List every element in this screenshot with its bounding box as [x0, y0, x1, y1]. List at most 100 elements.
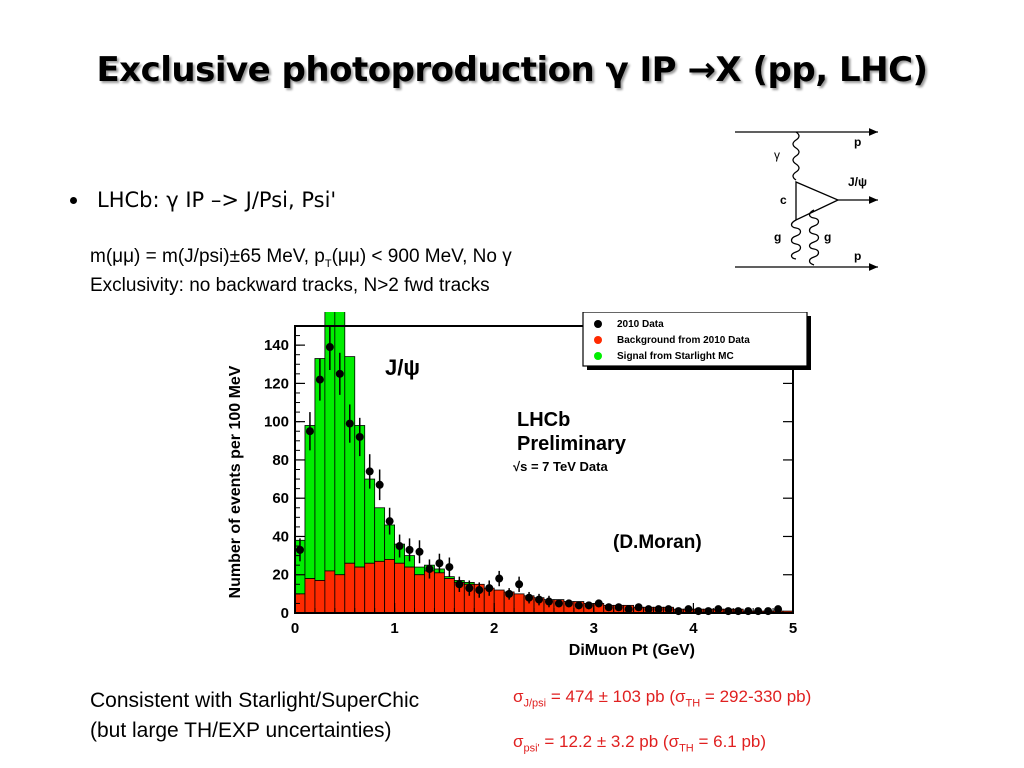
data-point — [445, 563, 454, 572]
slide-title: Exclusive photoproduction γ IP →X (pp, L… — [96, 50, 928, 90]
data-point — [634, 603, 643, 612]
bullet-dot-icon — [70, 197, 77, 204]
background-bar — [344, 562, 356, 614]
gluon-right-line — [808, 209, 820, 266]
data-point — [295, 545, 304, 554]
data-point — [684, 605, 693, 614]
data-point — [455, 580, 464, 589]
chart-title: J/ψ — [385, 355, 420, 380]
bullet-text: LHCb: γ IP –> J/Psi, Psi' — [97, 188, 337, 212]
background-bar — [394, 562, 405, 614]
sigma-jpsi-th-symbol: σ — [675, 687, 686, 706]
y-axis-label: Number of events per 100 MeV — [227, 365, 244, 598]
signal-bar — [344, 356, 356, 564]
data-point — [535, 595, 544, 604]
data-point — [574, 601, 583, 610]
cut-line-1-part-b: (μμ) < 900 MeV, No γ — [331, 246, 512, 267]
charm-loop — [795, 181, 840, 222]
data-point — [425, 564, 434, 573]
background-bar — [513, 593, 525, 614]
y-tick-label: 0 — [281, 605, 289, 622]
data-point — [714, 605, 723, 614]
diagram-label-jpsi: J/ψ — [848, 175, 867, 189]
y-tick-label: 80 — [272, 452, 289, 469]
consistent-line-1: Consistent with Starlight/SuperChic — [90, 689, 420, 712]
background-bar — [434, 572, 445, 614]
data-point — [415, 547, 424, 556]
signal-bar — [364, 478, 376, 564]
annotation-energy: √s = 7 TeV Data — [513, 459, 608, 474]
background-bar — [414, 574, 425, 614]
legend-entry-background: Background from 2010 Data — [617, 335, 750, 346]
background-bar — [374, 560, 386, 614]
legend-marker-signal — [594, 352, 602, 360]
x-tick-label: 1 — [390, 620, 398, 637]
sigma-jpsi-value: = 474 ± 103 pb ( — [546, 687, 676, 706]
y-tick-label: 140 — [264, 337, 289, 354]
legend-marker-background — [594, 336, 602, 344]
cut-line-1: m(μμ) = m(J/psi)±65 MeV, pT(μμ) < 900 Me… — [90, 246, 512, 270]
sigma-psi2s-sub: psi' — [523, 742, 540, 755]
background-bar — [364, 562, 376, 614]
data-point — [305, 427, 314, 436]
data-point — [325, 343, 334, 352]
cut-line-1-sub: T — [324, 257, 332, 270]
data-point — [475, 586, 484, 595]
y-tick-label: 120 — [264, 375, 289, 392]
cut-line-1-part-a: m(μμ) = m(J/psi)±65 MeV, p — [90, 246, 325, 267]
sigma-psi2s-th-sub: TH — [679, 742, 694, 755]
background-bar — [384, 559, 395, 614]
annotation-preliminary: Preliminary — [517, 433, 627, 455]
data-point — [395, 542, 404, 551]
data-point — [624, 605, 633, 614]
data-point — [505, 589, 514, 598]
annotation-credit: (D.Moran) — [613, 532, 702, 553]
data-point — [564, 599, 573, 608]
x-tick-label: 0 — [291, 620, 299, 637]
data-point — [365, 467, 374, 476]
axes: 0 1 2 3 4 5 0 20 40 60 80 100 120 140 — [264, 325, 797, 637]
diagram-label-g-left: g — [774, 230, 781, 244]
sigma-psi2s-symbol: σ — [513, 732, 524, 751]
legend: 2010 Data Background from 2010 Data Sign… — [582, 312, 811, 370]
legend-box — [582, 312, 808, 367]
data-point — [654, 605, 663, 614]
sigma-jpsi-th-sub: TH — [685, 697, 701, 710]
background-bar — [304, 578, 316, 614]
sigma-psi2s-value: = 12.2 ± 3.2 pb ( — [539, 732, 669, 751]
pt-histogram-chart: 0 1 2 3 4 5 0 20 40 60 80 100 120 140 J/ψ LHCb Prelim… — [227, 312, 811, 659]
data-point — [515, 580, 524, 589]
sigma-psi2s-th-symbol: σ — [668, 732, 680, 751]
background-bar — [354, 566, 366, 614]
consistent-line-2: (but large TH/EXP uncertainties) — [90, 719, 392, 742]
signal-bar — [414, 566, 425, 576]
data-point — [554, 599, 563, 608]
data-point — [465, 584, 474, 593]
data-point — [584, 601, 593, 610]
y-tick-label: 40 — [272, 528, 289, 545]
photon-line — [792, 131, 800, 181]
data-point — [375, 480, 384, 489]
bullet-item: LHCb: γ IP –> J/Psi, Psi' — [70, 188, 336, 212]
diagram-label-p-bottom: p — [854, 249, 861, 263]
data-point — [495, 574, 504, 583]
data-point — [385, 517, 394, 526]
diagram-label-p-top: p — [854, 135, 861, 149]
feynman-diagram: γ p J/ψ c g g p — [735, 128, 878, 271]
diagram-label-gamma: γ — [774, 148, 780, 162]
background-bar — [493, 589, 505, 614]
sigma-jpsi-line: σJ/psi = 474 ± 103 pb (σTH = 292-330 pb) — [513, 687, 811, 709]
annotation-lhcb: LHCb — [517, 409, 570, 431]
data-point — [644, 605, 653, 614]
data-point — [345, 419, 354, 428]
signal-bar — [374, 507, 386, 562]
sigma-psi2s-th-value: = 6.1 pb) — [693, 732, 767, 751]
sigma-jpsi-sub: J/psi — [523, 697, 547, 710]
data-point — [594, 599, 603, 608]
signal-bar — [334, 312, 346, 576]
background-bar — [443, 578, 455, 614]
background-bar — [324, 570, 336, 614]
diagram-label-g-right: g — [824, 230, 831, 244]
background-bar — [404, 566, 415, 614]
data-point — [614, 603, 623, 612]
